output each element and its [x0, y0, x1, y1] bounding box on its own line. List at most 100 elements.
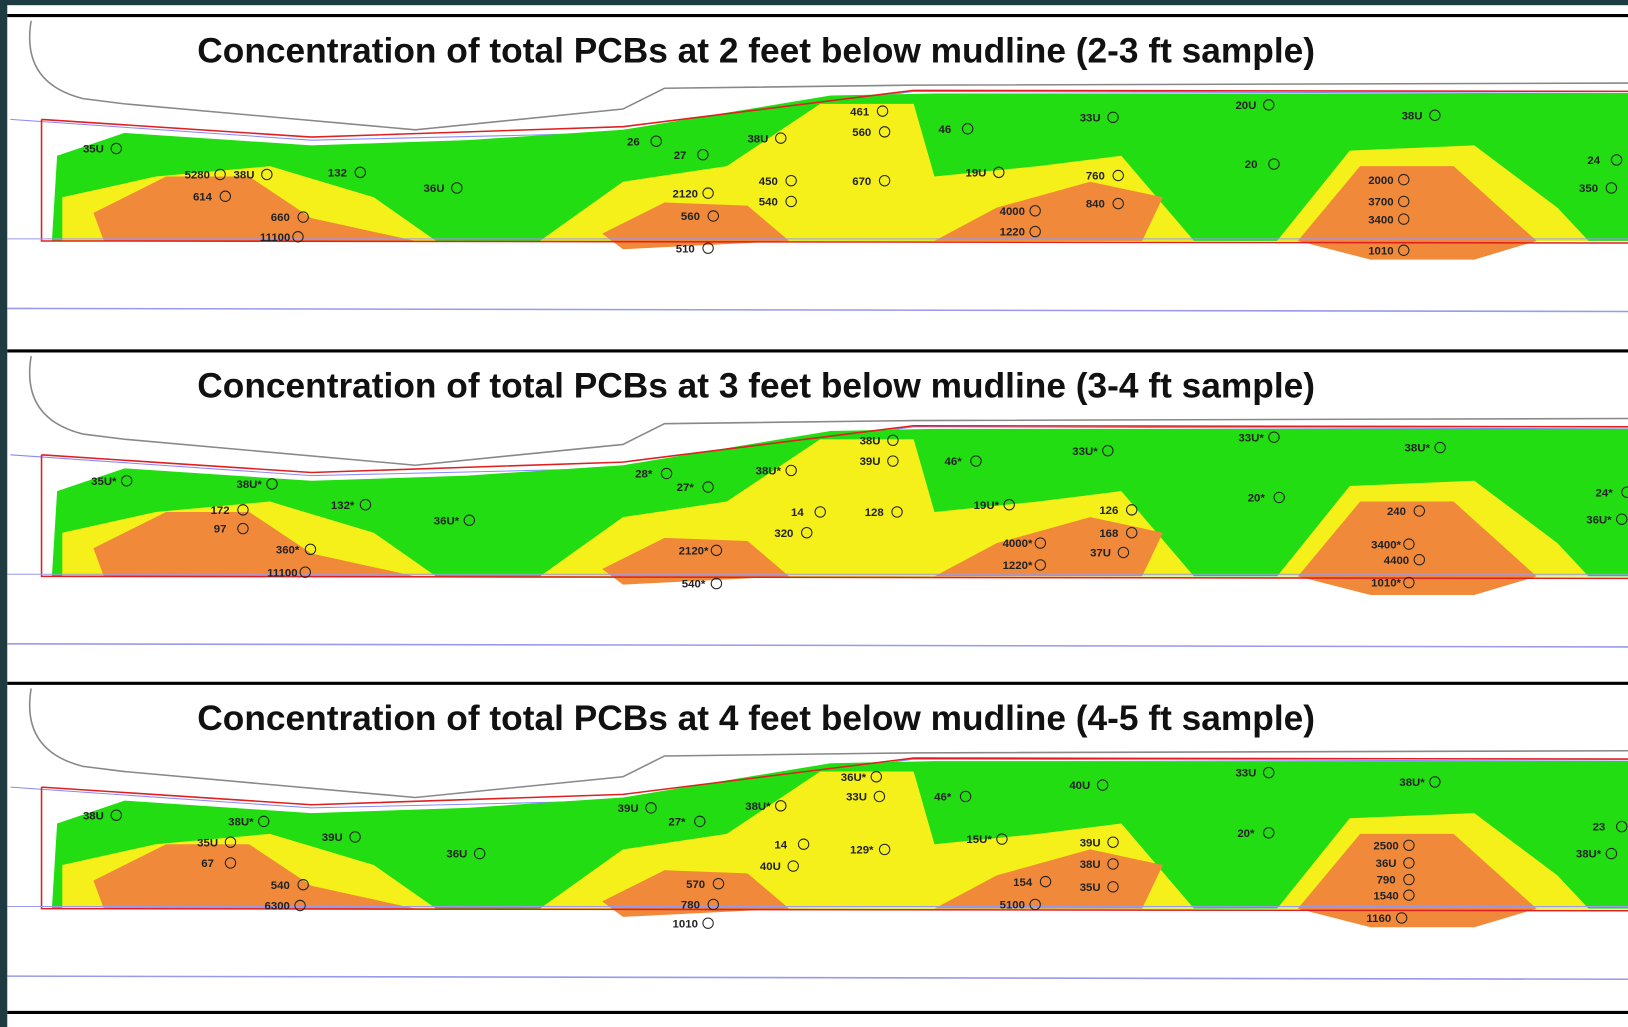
sample-label: 4000 [1000, 206, 1025, 218]
pcb-map: Concentration of total PCBs at 2 feet be… [0, 0, 1628, 1027]
sample-label: 3400* [1371, 539, 1401, 551]
sample-label: 36U* [841, 772, 867, 784]
sample-label: 36U* [434, 515, 460, 527]
sample-label: 33U [846, 792, 867, 804]
sample-label: 240 [1387, 506, 1406, 518]
sample-label: 20 [1245, 159, 1258, 171]
sample-label: 560 [852, 127, 871, 139]
sample-label: 3700 [1368, 197, 1393, 209]
sample-label: 2500 [1373, 840, 1398, 852]
sample-label: 3400 [1368, 214, 1393, 226]
sample-label: 1220 [1000, 227, 1025, 239]
sample-label: 38U* [1576, 849, 1602, 861]
sample-label: 26 [627, 136, 640, 148]
sample-label: 97 [214, 524, 227, 536]
sample-label: 510 [676, 243, 695, 255]
sample-label: 5280 [185, 170, 210, 182]
sample-label: 126 [1099, 505, 1118, 517]
sample-label: 40U [1069, 780, 1090, 792]
sample-label: 27* [677, 482, 695, 494]
sample-label: 15U* [966, 834, 992, 846]
sample-label: 1160 [1366, 913, 1391, 925]
sample-label: 36U [424, 183, 445, 195]
sample-label: 46* [934, 792, 952, 804]
sample-label: 1010 [1368, 245, 1393, 257]
sample-label: 168 [1099, 528, 1118, 540]
sample-label: 19U* [974, 500, 1000, 512]
sample-label: 14 [791, 507, 804, 519]
sample-label: 360* [276, 544, 300, 556]
sample-label: 36U* [1586, 514, 1612, 526]
panel-title: Concentration of total PCBs at 2 feet be… [197, 31, 1315, 70]
sample-label: 38U [83, 810, 104, 822]
sample-label: 132* [331, 500, 355, 512]
sample-label: 1010 [673, 918, 698, 930]
sample-label: 1220* [1003, 560, 1033, 572]
sample-label: 450 [759, 176, 778, 188]
sample-label: 1540 [1373, 890, 1398, 902]
sample-label: 33U* [1238, 432, 1264, 444]
sample-label: 39U [1080, 837, 1101, 849]
sample-label: 35U [1080, 882, 1101, 894]
sample-label: 172 [211, 505, 230, 517]
sample-label: 540 [271, 880, 290, 892]
sample-label: 2120* [679, 546, 709, 558]
sample-label: 46 [938, 124, 951, 136]
sample-label: 20U [1235, 100, 1256, 112]
sample-label: 132 [328, 168, 347, 180]
sample-label: 560 [681, 211, 700, 223]
sample-label: 840 [1086, 199, 1105, 211]
sample-label: 33U* [1072, 446, 1098, 458]
sample-label: 760 [1086, 171, 1105, 183]
sample-label: 27 [674, 150, 687, 162]
panel-title: Concentration of total PCBs at 3 feet be… [197, 367, 1315, 406]
sample-label: 780 [681, 900, 700, 912]
sample-label: 128 [865, 507, 884, 519]
sample-label: 6300 [265, 901, 290, 913]
sample-label: 461 [850, 106, 870, 118]
sample-label: 540* [682, 579, 706, 591]
sample-label: 38U [1080, 859, 1101, 871]
sample-label: 4400 [1384, 555, 1409, 567]
sample-label: 38U* [1405, 443, 1431, 455]
sample-label: 19U [966, 168, 987, 180]
sample-label: 33U [1235, 768, 1256, 780]
panel-title: Concentration of total PCBs at 4 feet be… [197, 699, 1315, 738]
sample-label: 46* [945, 456, 963, 468]
sample-label: 20* [1237, 828, 1255, 840]
sample-label: 4000* [1003, 538, 1033, 550]
sample-label: 14 [774, 839, 787, 851]
sample-label: 320 [774, 528, 793, 540]
sample-label: 570 [686, 879, 705, 891]
sample-label: 790 [1377, 875, 1396, 887]
sample-label: 11100 [267, 567, 297, 579]
sample-label: 33U [1080, 112, 1101, 124]
sample-label: 35U* [91, 476, 117, 488]
sample-label: 350 [1579, 183, 1598, 195]
sample-label: 5100 [1000, 900, 1025, 912]
sample-label: 660 [271, 212, 290, 224]
sample-label: 38U [747, 133, 768, 145]
sample-label: 2120 [673, 188, 698, 200]
sample-label: 540 [759, 197, 778, 209]
sample-label: 36U [446, 849, 467, 861]
sample-label: 20* [1248, 493, 1266, 505]
sample-label: 24 [1587, 155, 1600, 167]
sample-label: 38U* [228, 817, 254, 829]
sample-label: 67 [201, 858, 214, 870]
sample-label: 11100 [260, 232, 290, 244]
sample-label: 154 [1013, 877, 1033, 889]
sample-label: 38U* [745, 801, 771, 813]
sample-label: 38U [1402, 110, 1423, 122]
sample-label: 35U [83, 144, 104, 156]
sample-label: 40U [760, 861, 781, 873]
sample-label: 35U [197, 837, 218, 849]
sample-label: 27* [668, 817, 686, 829]
sample-label: 38U [860, 435, 881, 447]
sample-label: 39U [618, 803, 639, 815]
sample-label: 39U [322, 832, 343, 844]
sample-label: 24* [1596, 487, 1614, 499]
sample-label: 614 [193, 191, 213, 203]
sample-label: 28* [635, 469, 653, 481]
sample-label: 37U [1090, 548, 1111, 560]
